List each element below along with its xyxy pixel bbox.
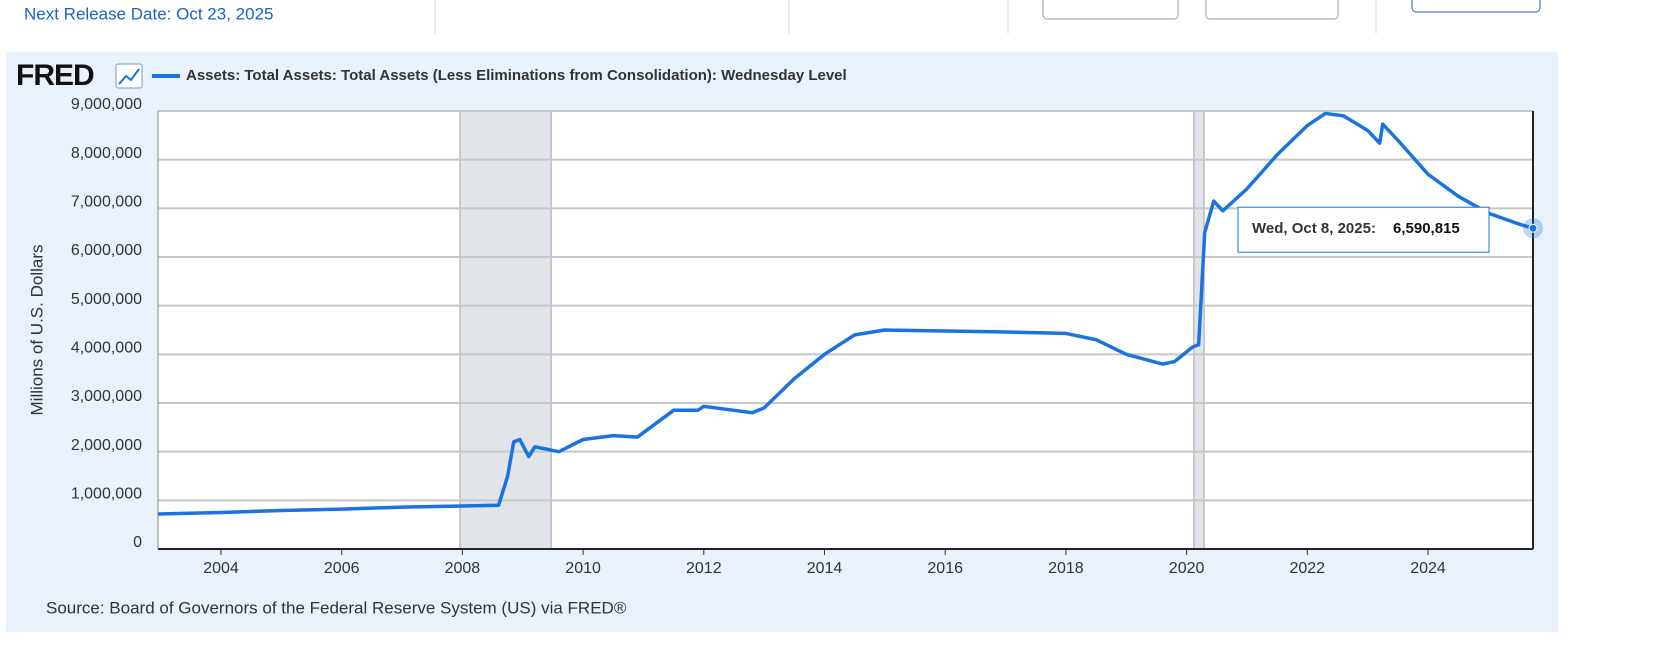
hover-point: [1528, 223, 1538, 233]
y-tick-label: 1,000,000: [71, 486, 142, 503]
x-tick-label: 2006: [324, 560, 360, 577]
x-tick-label: 2010: [565, 560, 601, 577]
y-tick-label: 7,000,000: [71, 194, 142, 211]
plot-area: [158, 111, 1533, 549]
x-tick-label: 2018: [1048, 560, 1084, 577]
logo-icon: [118, 68, 140, 85]
tooltip: [1237, 206, 1490, 253]
y-tick-label: 4,000,000: [71, 340, 142, 357]
date-input[interactable]: [1042, 0, 1179, 20]
logo: FRED: [16, 59, 94, 92]
tooltip-date: Wed, Oct 8, 2025:: [1252, 220, 1376, 237]
legend-label: Assets: Total Assets: Total Assets (Less…: [186, 67, 847, 84]
y-tick-label: 6,000,000: [71, 242, 142, 259]
x-tick-label: 2016: [927, 560, 963, 577]
date-input[interactable]: [1205, 0, 1339, 20]
x-tick-label: 2014: [807, 560, 843, 577]
x-tick-label: 2012: [686, 560, 722, 577]
x-tick-label: 2008: [445, 560, 481, 577]
y-tick-label: 5,000,000: [71, 291, 142, 308]
x-tick-label: 2024: [1410, 560, 1446, 577]
y-tick-label: 2,000,000: [71, 437, 142, 454]
tooltip-value: 6,590,815: [1393, 220, 1460, 237]
y-tick-label: 9,000,000: [71, 96, 142, 113]
y-tick-label: 8,000,000: [71, 145, 142, 162]
y-tick-label: 3,000,000: [71, 388, 142, 405]
series-line: [158, 111, 1534, 516]
recession-band: [459, 110, 552, 550]
x-tick-label: 2022: [1289, 560, 1325, 577]
next-release: Next Release Date: Oct 23, 2025: [24, 4, 273, 23]
button[interactable]: [1411, 0, 1541, 13]
x-tick-label: 2004: [203, 560, 239, 577]
source: Source: Board of Governors of the Federa…: [46, 598, 627, 617]
y-axis-label: Millions of U.S. Dollars: [27, 245, 46, 416]
x-tick-label: 2020: [1169, 560, 1205, 577]
logo-icon: [115, 63, 143, 89]
y-tick-label: 0: [133, 534, 142, 551]
